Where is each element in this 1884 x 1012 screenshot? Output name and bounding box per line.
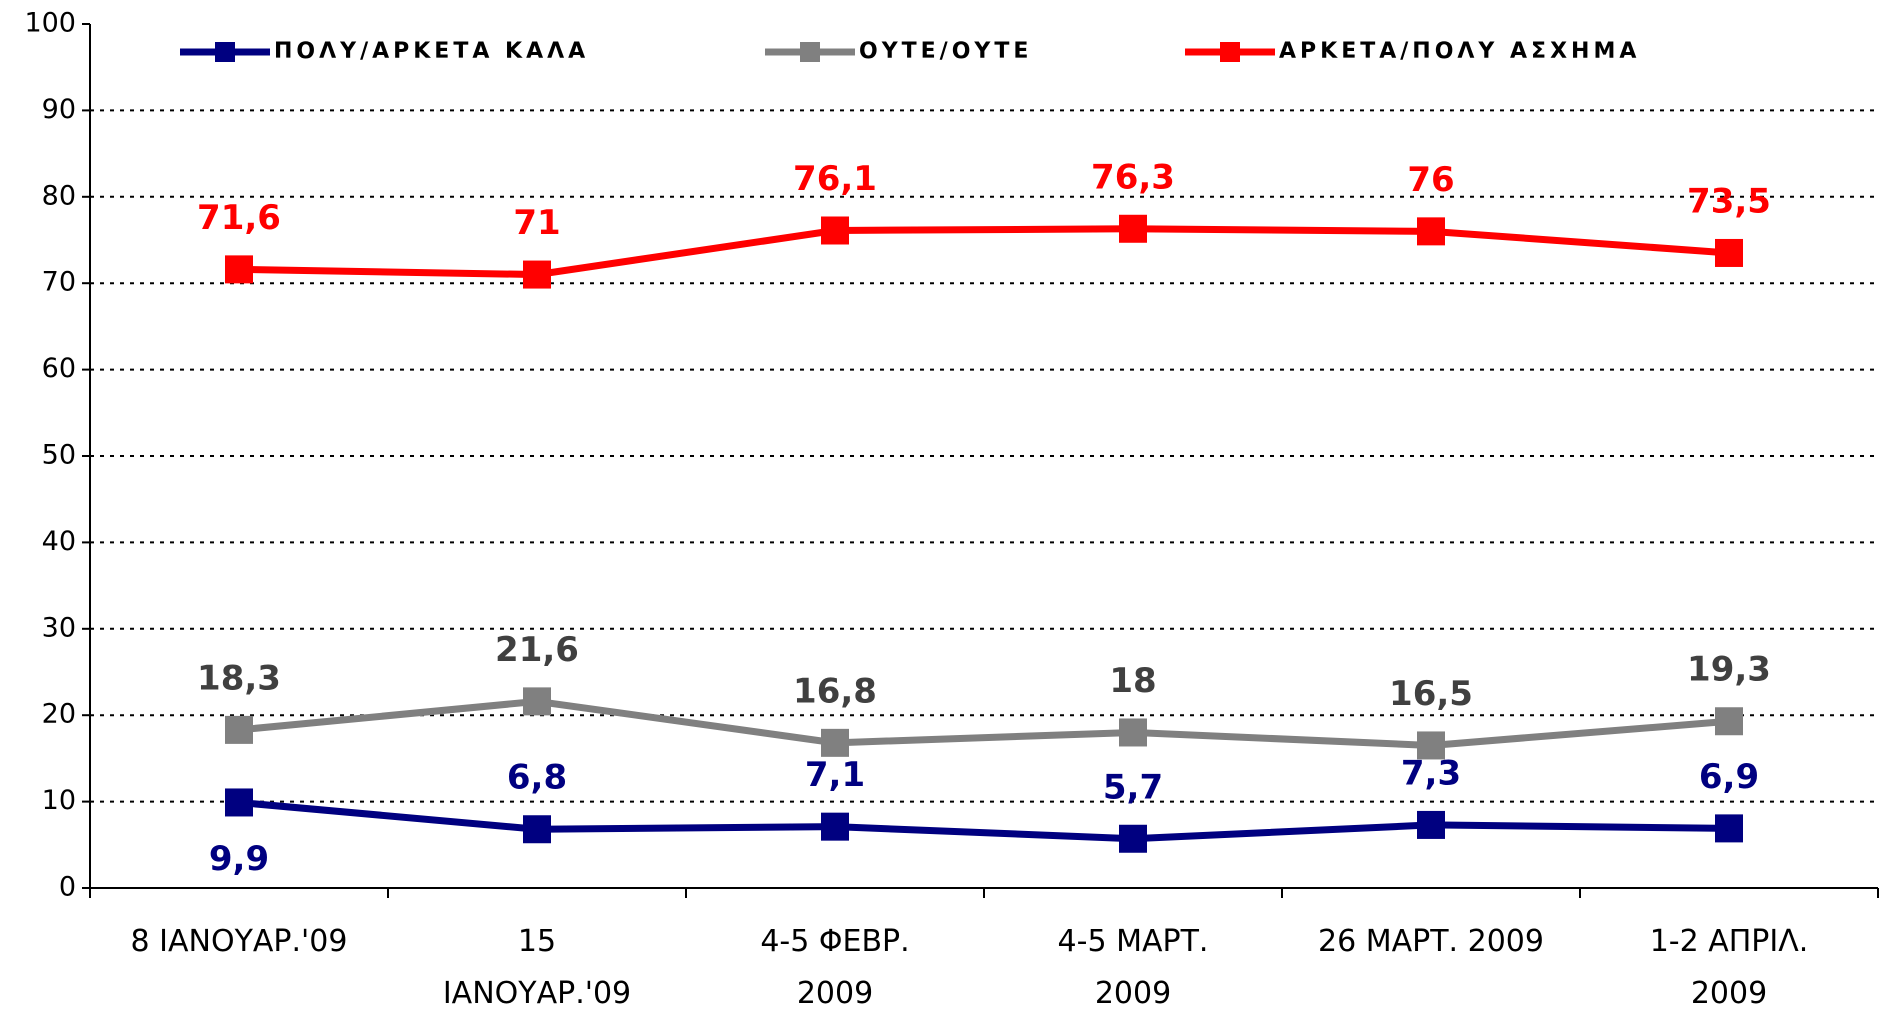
x-tick-label: 8 ΙΑΝΟΥΑΡ.'09 — [131, 924, 348, 959]
x-tick-label: 1-2 ΑΠΡΙΛ. 2009 — [1650, 924, 1809, 1011]
line — [238, 798, 1730, 843]
value-label: 71 — [513, 203, 560, 243]
marker — [1119, 718, 1147, 747]
legend-marker — [800, 42, 820, 62]
legend-marker — [1220, 42, 1240, 62]
value-label: 18,3 — [197, 658, 281, 698]
legend-label: ΟΥΤΕ/ΟΥΤΕ — [859, 39, 1032, 64]
x-tick-label: 4-5 ΜΑΡΤ. 2009 — [1058, 924, 1209, 1011]
value-label: 16,5 — [1389, 674, 1473, 714]
line — [238, 225, 1730, 279]
marker — [1119, 824, 1147, 853]
value-label: 76,3 — [1091, 157, 1175, 197]
marker — [1417, 731, 1445, 760]
value-label: 5,7 — [1103, 767, 1163, 807]
marker — [1715, 707, 1743, 736]
value-label: 71,6 — [197, 198, 281, 238]
x-tick-label: 26 ΜΑΡΤ. 2009 — [1318, 924, 1544, 959]
value-label: 21,6 — [495, 630, 579, 670]
marker — [821, 728, 849, 757]
value-label: 19,3 — [1687, 650, 1771, 690]
y-tick-label: 90 — [42, 94, 76, 125]
y-tick-label: 10 — [42, 785, 76, 816]
value-label: 9,9 — [209, 839, 269, 879]
y-tick-label: 100 — [24, 8, 76, 39]
x-tick-label: 4-5 ΦΕΒΡ. 2009 — [760, 924, 909, 1011]
value-label: 76 — [1407, 160, 1454, 200]
value-label: 7,3 — [1401, 753, 1461, 793]
marker — [225, 255, 253, 284]
y-tick-label: 70 — [42, 267, 76, 298]
value-label: 73,5 — [1687, 181, 1771, 221]
y-tick-label: 40 — [42, 526, 76, 557]
y-tick-label: 20 — [42, 699, 76, 730]
marker — [523, 260, 551, 289]
legend-label: ΠΟΛΥ/ΑΡΚΕΤΑ ΚΑΛΑ — [274, 39, 589, 64]
marker — [1417, 217, 1445, 246]
marker — [225, 715, 253, 744]
value-label: 18 — [1109, 661, 1156, 701]
line — [238, 697, 1730, 749]
marker — [225, 788, 253, 817]
value-label: 76,1 — [793, 159, 877, 199]
marker — [1715, 814, 1743, 843]
marker — [821, 216, 849, 245]
x-tick-label: 15 ΙΑΝΟΥΑΡ.'09 — [443, 924, 631, 1011]
value-label: 16,8 — [793, 671, 877, 711]
legend-marker — [215, 42, 235, 62]
legend-label: ΑΡΚΕΤΑ/ΠΟΛΥ ΑΣΧΗΜΑ — [1279, 39, 1640, 64]
y-tick-label: 30 — [42, 612, 76, 643]
y-tick-label: 60 — [42, 353, 76, 384]
value-label: 7,1 — [805, 755, 865, 795]
value-label: 6,8 — [507, 758, 567, 798]
marker — [523, 687, 551, 716]
y-tick-label: 50 — [42, 440, 76, 471]
marker — [1715, 238, 1743, 267]
marker — [821, 812, 849, 841]
marker — [523, 815, 551, 844]
value-label: 6,9 — [1699, 757, 1759, 797]
marker — [1119, 214, 1147, 243]
marker — [1417, 810, 1445, 839]
y-tick-label: 80 — [42, 180, 76, 211]
y-tick-label: 0 — [59, 872, 76, 903]
